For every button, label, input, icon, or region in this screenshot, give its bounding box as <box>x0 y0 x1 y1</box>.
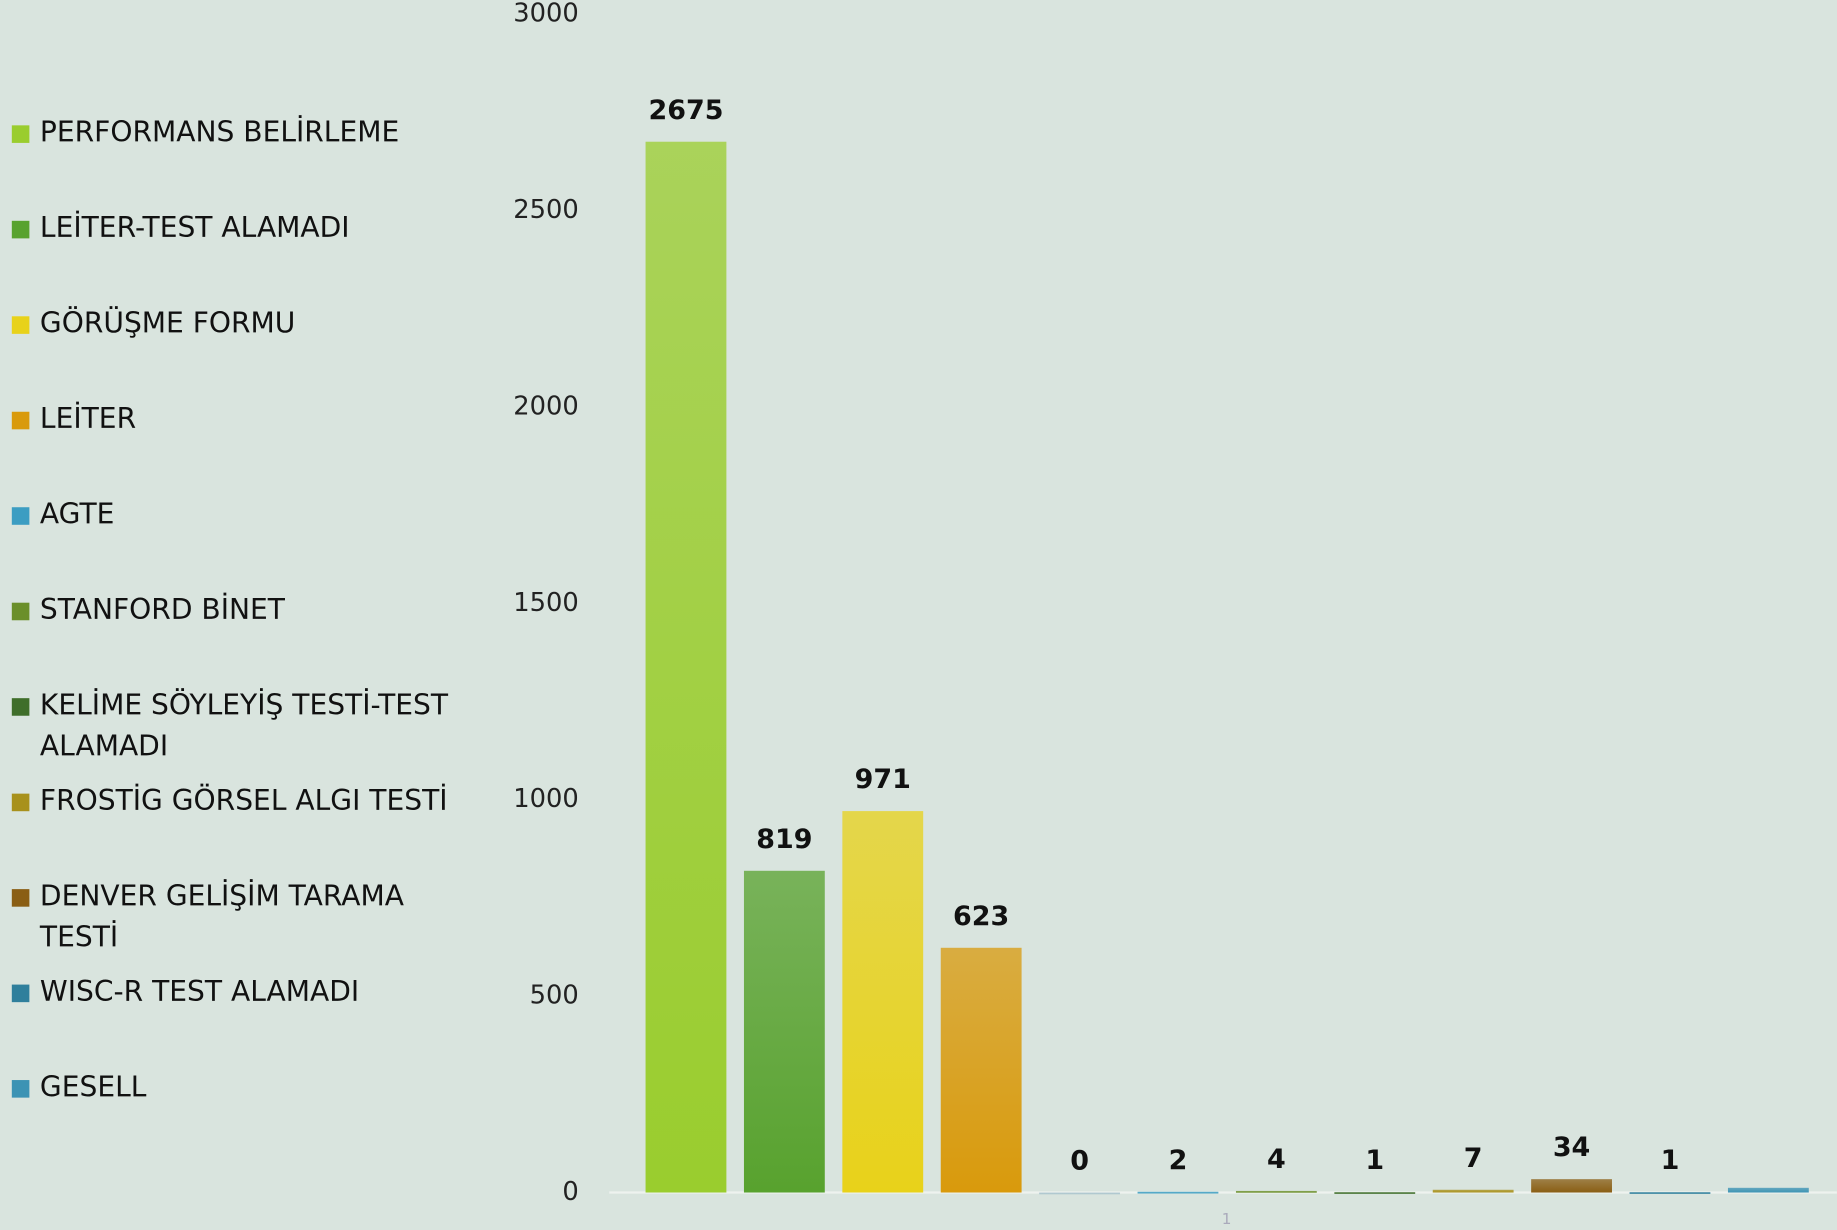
data-label: 1 <box>1365 1145 1384 1176</box>
legend-label: LEİTER-TEST ALAMADI <box>40 211 350 244</box>
legend-label: WISC-R TEST ALAMADI <box>40 975 359 1008</box>
data-label: 7 <box>1464 1143 1483 1174</box>
data-label: 0 <box>1070 1146 1089 1177</box>
data-label: 971 <box>855 764 911 795</box>
y-tick-label: 1500 <box>513 588 579 618</box>
data-label: 2675 <box>648 95 723 126</box>
data-label: 623 <box>953 901 1009 932</box>
bar <box>842 811 924 1193</box>
legend-label: GÖRÜŞME FORMU <box>40 305 295 339</box>
legend-swatch <box>11 220 30 239</box>
y-tick-label: 2500 <box>513 195 579 225</box>
legend-label: STANFORD BİNET <box>40 593 286 626</box>
bar <box>1629 1192 1711 1194</box>
bar <box>1531 1179 1612 1193</box>
legend-label: AGTE <box>40 497 114 530</box>
data-label: 1 <box>1661 1145 1680 1176</box>
legend-swatch <box>11 411 30 430</box>
bar <box>645 141 727 1193</box>
y-tick-label: 2000 <box>513 391 579 421</box>
bar <box>1432 1189 1514 1193</box>
legend-label: PERFORMANS BELİRLEME <box>40 116 399 149</box>
bar <box>1039 1192 1120 1195</box>
data-label: 34 <box>1553 1132 1591 1163</box>
legend-label: KELİME SÖYLEYİŞ TESTİ-TEST ALAMADI <box>40 687 449 762</box>
data-label: 2 <box>1169 1145 1188 1176</box>
legend-label: DENVER GELİŞİM TARAMA TESTİ <box>39 879 404 953</box>
bar <box>940 947 1022 1193</box>
legend-swatch <box>11 125 30 143</box>
y-tick-label: 1000 <box>513 784 579 814</box>
legend-swatch <box>11 889 30 907</box>
legend-swatch <box>11 698 30 716</box>
legend-swatch <box>11 793 30 812</box>
bar <box>743 870 825 1193</box>
legend-swatch <box>11 507 30 525</box>
bar <box>1727 1187 1809 1193</box>
legend-swatch <box>11 316 30 334</box>
legend-label: LEİTER <box>40 402 136 435</box>
y-tick-label: 500 <box>530 981 579 1011</box>
legend-swatch <box>11 1080 30 1098</box>
y-tick-label: 0 <box>562 1177 578 1207</box>
legend-label: FROSTİG GÖRSEL ALGI TESTİ <box>40 783 448 817</box>
data-label: 819 <box>756 824 812 855</box>
legend-swatch <box>11 602 30 621</box>
x-tick-label: 1 <box>1222 1210 1232 1228</box>
bar <box>1137 1191 1219 1194</box>
y-tick-label: 3000 <box>513 0 579 29</box>
legend-swatch <box>11 984 30 1003</box>
data-label: 4 <box>1267 1144 1286 1175</box>
legend-label: GESELL <box>40 1070 147 1103</box>
bar <box>1334 1192 1416 1194</box>
bar <box>1235 1190 1317 1193</box>
